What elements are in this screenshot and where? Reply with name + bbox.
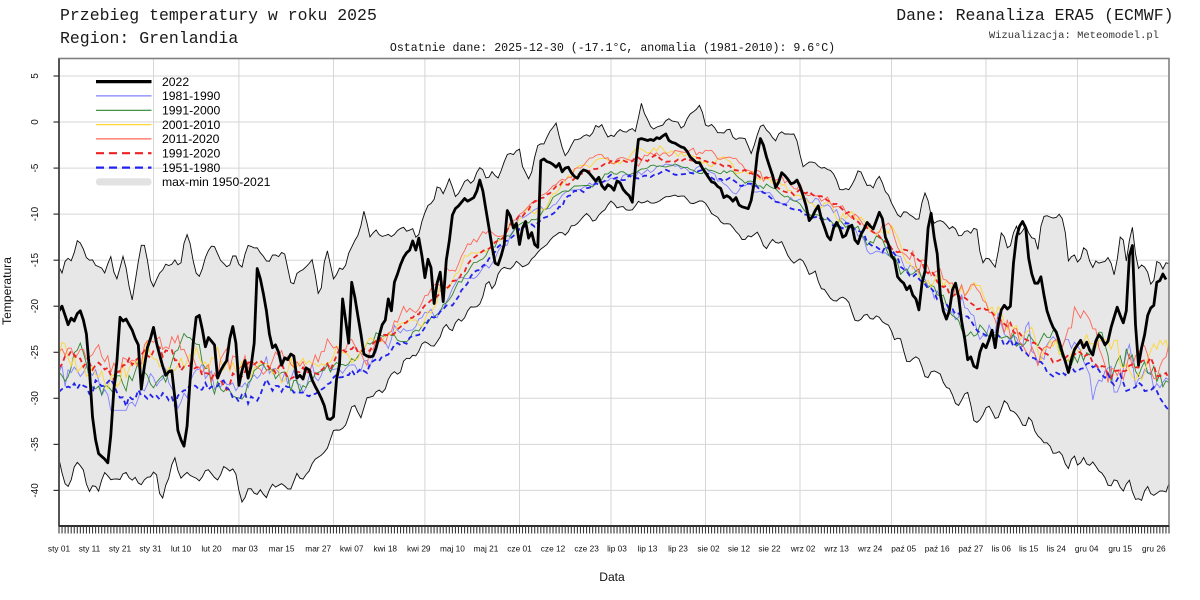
svg-text:Wizualizacja: Meteomodel.pl: Wizualizacja: Meteomodel.pl: [989, 30, 1159, 42]
svg-text:kwi 18: kwi 18: [374, 544, 398, 554]
svg-text:-40: -40: [30, 483, 41, 498]
svg-text:sty 11: sty 11: [79, 544, 101, 554]
svg-text:-15: -15: [30, 253, 41, 268]
svg-text:1951-1980: 1951-1980: [162, 161, 221, 175]
svg-text:Przebieg temperatury w roku 20: Przebieg temperatury w roku 2025: [60, 6, 377, 25]
svg-text:Data: Data: [599, 570, 625, 584]
svg-text:wrz 24: wrz 24: [857, 544, 883, 554]
svg-text:lip 23: lip 23: [668, 544, 688, 554]
svg-text:1991-2020: 1991-2020: [162, 146, 221, 160]
svg-text:5: 5: [30, 73, 41, 79]
svg-text:gru 15: gru 15: [1108, 544, 1132, 554]
svg-text:kwi 07: kwi 07: [340, 544, 364, 554]
svg-text:cze 12: cze 12: [541, 544, 566, 554]
svg-text:maj 10: maj 10: [440, 544, 465, 554]
svg-text:lip 13: lip 13: [638, 544, 658, 554]
svg-text:-20: -20: [30, 299, 41, 314]
svg-text:mar 27: mar 27: [305, 544, 331, 554]
svg-text:sie 02: sie 02: [697, 544, 720, 554]
svg-text:lut 20: lut 20: [201, 544, 222, 554]
svg-text:mar 15: mar 15: [269, 544, 295, 554]
svg-text:-25: -25: [30, 345, 41, 360]
svg-text:sie 22: sie 22: [758, 544, 781, 554]
svg-text:kwi 29: kwi 29: [407, 544, 431, 554]
svg-text:mar 03: mar 03: [232, 544, 258, 554]
svg-text:paź 16: paź 16: [925, 544, 950, 554]
svg-text:maj 21: maj 21: [473, 544, 498, 554]
svg-text:cze 23: cze 23: [574, 544, 599, 554]
svg-text:gru 04: gru 04: [1075, 544, 1099, 554]
svg-text:paź 05: paź 05: [891, 544, 916, 554]
svg-text:lip 03: lip 03: [607, 544, 627, 554]
svg-text:2001-2010: 2001-2010: [162, 118, 221, 132]
svg-text:sty 31: sty 31: [139, 544, 162, 554]
svg-text:lis 15: lis 15: [1019, 544, 1039, 554]
svg-text:sty 21: sty 21: [109, 544, 132, 554]
svg-text:lis 06: lis 06: [992, 544, 1012, 554]
svg-text:sie 12: sie 12: [728, 544, 751, 554]
svg-text:Dane: Reanaliza ERA5 (ECMWF): Dane: Reanaliza ERA5 (ECMWF): [896, 6, 1173, 25]
svg-text:2022: 2022: [162, 75, 189, 89]
svg-text:-5: -5: [30, 163, 41, 172]
svg-text:2011-2020: 2011-2020: [162, 132, 220, 146]
svg-text:1981-1990: 1981-1990: [162, 89, 221, 103]
svg-text:lis 24: lis 24: [1047, 544, 1067, 554]
svg-text:-30: -30: [30, 391, 41, 406]
svg-text:wrz 13: wrz 13: [823, 544, 849, 554]
svg-text:0: 0: [30, 119, 41, 125]
svg-text:max-min 1950-2021: max-min 1950-2021: [162, 175, 271, 189]
svg-text:Ostatnie dane: 2025-12-30 (-17: Ostatnie dane: 2025-12-30 (-17.1°C, anom…: [390, 42, 835, 55]
svg-text:cze 01: cze 01: [507, 544, 532, 554]
svg-text:paź 27: paź 27: [958, 544, 983, 554]
svg-text:lut 10: lut 10: [171, 544, 192, 554]
svg-text:gru 26: gru 26: [1142, 544, 1166, 554]
svg-text:-10: -10: [30, 206, 41, 221]
svg-text:wrz 02: wrz 02: [790, 544, 816, 554]
svg-text:Region: Grenlandia: Region: Grenlandia: [60, 29, 238, 48]
svg-text:1991-2000: 1991-2000: [162, 104, 221, 118]
svg-text:-35: -35: [30, 437, 41, 452]
svg-text:sty 01: sty 01: [48, 544, 71, 554]
svg-text:Temperatura: Temperatura: [0, 257, 14, 325]
